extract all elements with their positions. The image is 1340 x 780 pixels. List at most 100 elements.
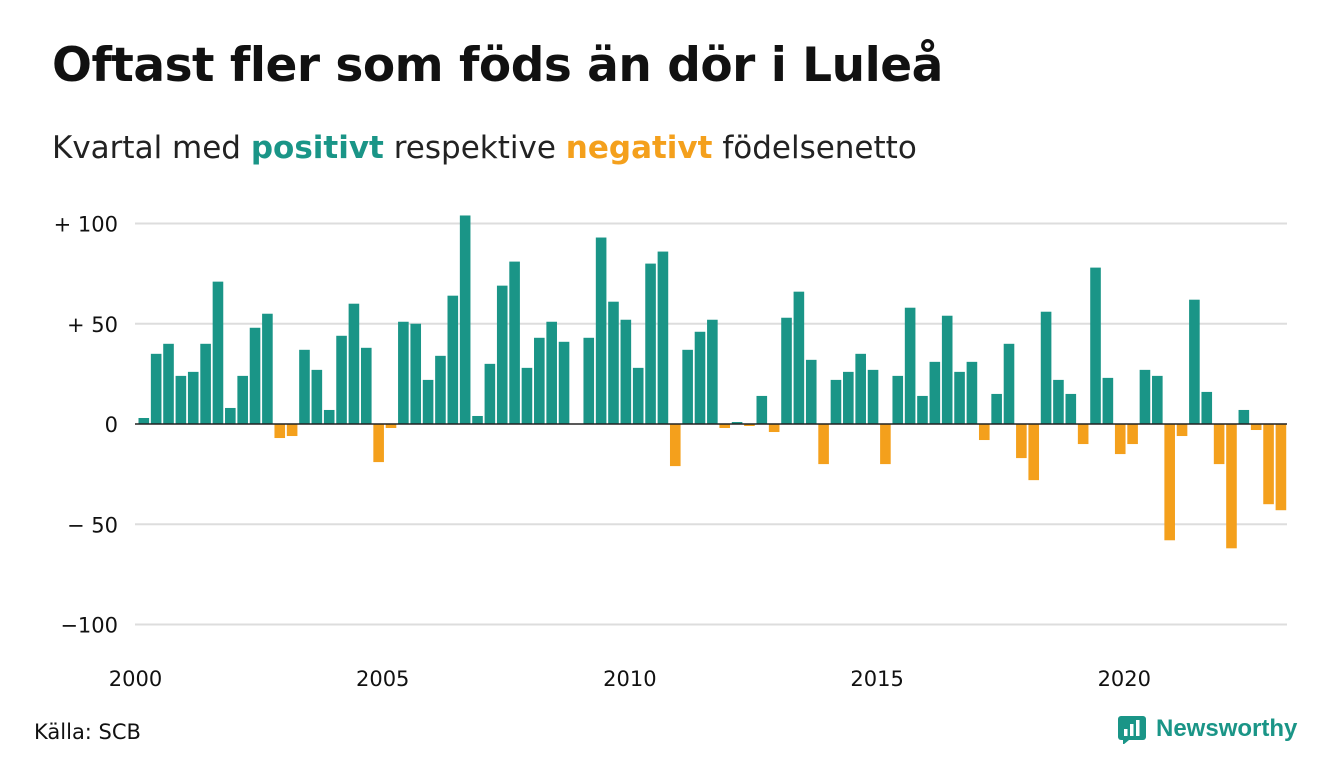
bar [274,424,286,439]
bar [1250,424,1262,431]
x-tick-label: 2000 [109,667,162,691]
y-tick-label: + 50 [67,313,118,337]
bar [793,291,805,424]
bar [917,395,928,424]
bar [1226,424,1237,549]
bar [904,307,916,424]
bar [212,281,224,424]
subtitle-positive: positivt [250,130,384,166]
x-tick-label: 2020 [1098,667,1151,691]
y-tick-label: − 50 [67,513,118,537]
bar [150,353,162,424]
bar-chart: + 100 + 50 0 − 50 −100 2000 2005 2010 2015 2020 [54,213,1287,691]
bar [657,251,669,424]
bar [843,371,854,424]
y-tick-label: + 100 [54,213,118,237]
bar [731,422,743,424]
bar [286,424,298,437]
bar [1053,379,1064,424]
bar [249,327,261,424]
bar [336,335,347,424]
bar [669,424,681,467]
bar [1114,424,1126,455]
bar [1028,424,1040,481]
bar [534,337,545,424]
bar [620,319,632,424]
x-tick-label: 2015 [850,667,903,691]
bar [1263,424,1274,505]
bar [1213,424,1225,465]
bar [744,424,755,426]
y-tick-label: 0 [105,413,118,437]
bar [373,424,384,463]
chart-title: Oftast fler som föds än dör i Luleå [52,38,943,93]
bar [855,353,866,424]
bar [1275,424,1287,511]
bar [1164,424,1175,541]
bar [1102,377,1114,424]
bar [966,361,978,424]
bar [892,375,904,424]
bar [929,361,941,424]
subtitle-middle: respektive [383,130,566,166]
bar [410,323,422,424]
bar [608,301,619,424]
bar [472,415,483,424]
bar [978,424,990,441]
bar [311,369,323,424]
x-tick-label: 2005 [356,667,409,691]
source-note: Källa: SCB [34,720,141,744]
bar [521,367,533,424]
bar [225,407,236,424]
bar [496,285,508,424]
x-tick-label: 2010 [603,667,656,691]
bar [1189,299,1200,424]
bar [187,371,199,424]
bar [459,215,471,424]
bar [1176,424,1188,437]
bar [941,315,953,424]
bar [1003,343,1015,424]
bar [991,393,1002,424]
bar [138,417,150,424]
bar [768,424,780,433]
bar [880,424,891,465]
y-tick-label: −100 [60,614,118,638]
bar [1201,391,1213,424]
bar [1077,424,1089,445]
bar [682,349,693,424]
bar [595,237,607,424]
bar [546,321,557,424]
bar [1040,311,1052,424]
bar [818,424,829,465]
bar [175,375,187,424]
newsworthy-logo-icon [1118,716,1146,744]
bar [1127,424,1138,445]
bar [200,343,211,424]
bar [398,321,409,424]
bar [1090,267,1101,424]
bar [1139,369,1151,424]
bar [299,349,310,424]
bar [954,371,965,424]
bar [360,347,372,424]
bar [237,375,248,424]
bar [558,341,570,424]
bar [694,331,706,424]
bar [781,317,792,425]
bar [1016,424,1027,459]
bar [435,355,446,424]
bar [583,337,595,424]
bar [447,295,459,424]
bar [1152,375,1163,424]
brand-logo: Newsworthy [1118,714,1297,744]
bar [1065,393,1077,424]
bar [385,424,397,429]
bar [756,395,768,424]
bar [645,263,656,424]
bar [719,424,731,429]
bar [509,261,520,425]
brand-name: Newsworthy [1156,715,1298,742]
bar [323,409,335,424]
subtitle-negative: negativt [565,130,713,166]
